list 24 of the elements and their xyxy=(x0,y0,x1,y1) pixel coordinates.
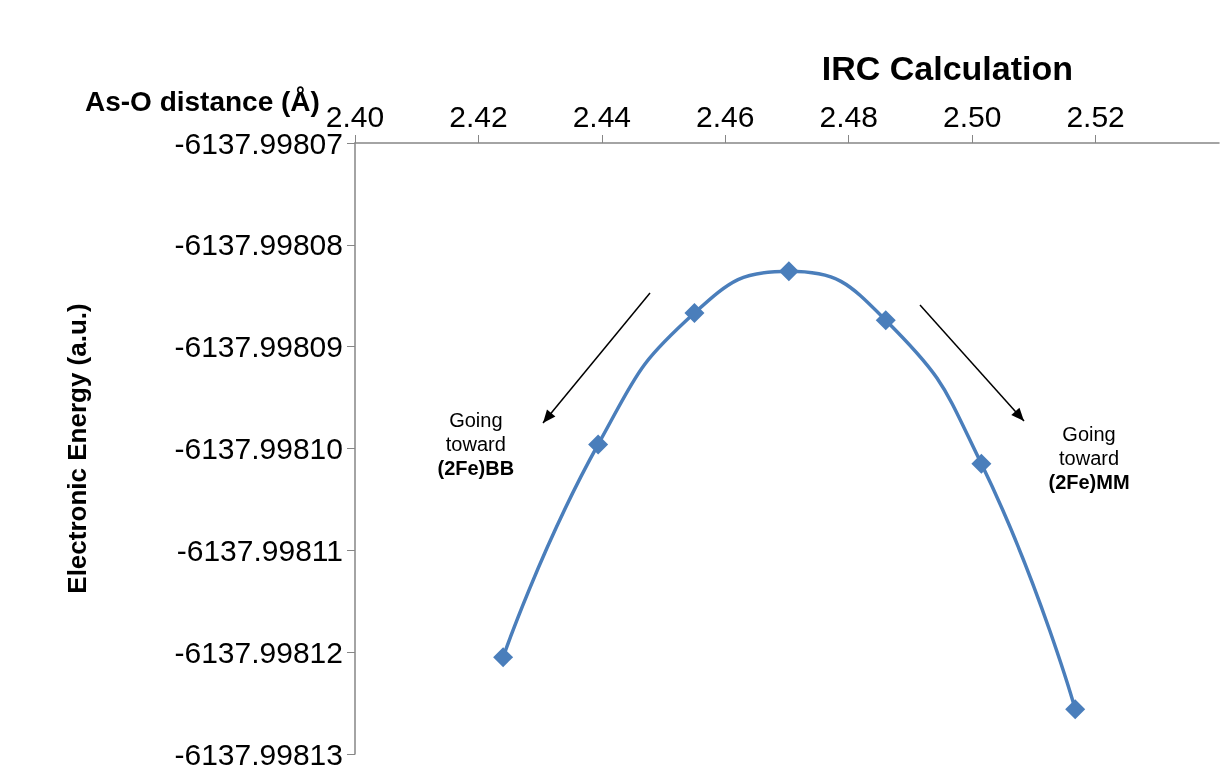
y-tick-label: -6137.99813 xyxy=(174,737,343,771)
point xyxy=(971,453,992,474)
chart-title: IRC Calculation xyxy=(821,49,1073,87)
x-tick-label: 2.44 xyxy=(572,99,632,133)
x-tick-label: 2.42 xyxy=(449,99,508,133)
y-tick-label: -6137.99809 xyxy=(174,330,343,364)
point xyxy=(1065,699,1086,720)
y-tick-label: -6137.99808 xyxy=(174,228,343,262)
point xyxy=(875,310,896,331)
point xyxy=(778,261,799,282)
x-tick-label: 2.48 xyxy=(819,99,878,133)
y-tick-label: -6137.99811 xyxy=(176,533,343,567)
x-axis-title: As-O distance (Å) xyxy=(84,85,320,117)
y-tick-label: -6137.99810 xyxy=(174,432,343,465)
y-tick-label: -6137.99812 xyxy=(174,635,343,669)
point xyxy=(684,303,705,324)
point xyxy=(493,647,514,668)
point xyxy=(588,434,609,455)
annotation: Going toward (2Fe)BB xyxy=(437,408,515,479)
annotation: Going toward (2Fe)MM xyxy=(1048,422,1130,493)
x-tick-label: 2.46 xyxy=(696,99,755,133)
y-axis-title: Electronic Energy (a.u.) xyxy=(62,303,92,594)
x-tick-label: 2.52 xyxy=(1066,99,1125,133)
x-tick-label: 2.50 xyxy=(942,99,1002,133)
